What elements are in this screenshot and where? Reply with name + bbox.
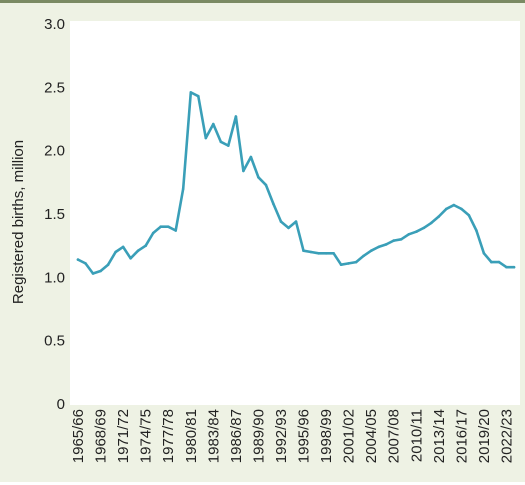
data-point — [294, 220, 298, 223]
x-tick-label: 1974/75 — [138, 409, 155, 463]
data-point — [490, 260, 493, 264]
data-point — [475, 229, 478, 232]
x-tick-label: 2004/05 — [363, 409, 380, 463]
x-tick-label: 1968/69 — [93, 409, 110, 463]
x-tick-label: 1983/84 — [205, 409, 222, 463]
data-point — [144, 244, 147, 247]
data-point — [505, 265, 508, 269]
data-point — [249, 155, 253, 159]
data-point — [264, 183, 268, 187]
data-point — [279, 220, 283, 223]
data-point — [257, 176, 260, 179]
data-point — [151, 231, 155, 235]
data-point — [287, 226, 290, 230]
data-point — [302, 249, 305, 252]
data-point — [460, 207, 463, 211]
x-tick-label: 1980/81 — [183, 409, 200, 463]
data-point — [339, 263, 343, 267]
data-point — [354, 260, 358, 264]
data-point — [430, 221, 433, 225]
data-point — [437, 215, 441, 218]
y-tick-label: 2.0 — [44, 143, 65, 160]
data-point — [181, 187, 185, 190]
data-point — [377, 245, 381, 249]
x-tick-label: 2013/14 — [431, 409, 448, 463]
data-point — [482, 252, 486, 255]
data-point — [76, 258, 80, 261]
y-tick-label: 1.0 — [44, 269, 65, 286]
data-point — [174, 229, 177, 232]
data-point — [219, 140, 223, 144]
data-point — [309, 250, 313, 254]
data-point — [497, 260, 501, 264]
births-line-chart: Registered births, million 3.0 2.5 2.0 1.5 1.… — [10, 16, 516, 463]
data-point — [136, 249, 140, 252]
data-point — [234, 115, 238, 118]
data-point — [204, 136, 208, 140]
data-point — [242, 169, 245, 173]
data-point — [347, 262, 350, 265]
data-point — [317, 252, 320, 255]
data-point — [445, 207, 448, 211]
data-point — [392, 239, 396, 242]
data-point — [114, 250, 117, 254]
data-point — [324, 252, 328, 255]
data-point — [166, 225, 170, 228]
x-tick-label: 2022/23 — [498, 409, 515, 463]
data-point — [212, 122, 215, 126]
x-tick-label: 1989/90 — [250, 409, 267, 463]
data-point — [84, 262, 87, 265]
births-series-line — [76, 91, 516, 275]
data-point — [189, 91, 193, 94]
x-tick-label: 1977/78 — [160, 409, 177, 463]
y-tick-label: 2.5 — [44, 79, 65, 96]
data-point — [415, 230, 418, 233]
y-tick-label: 0.5 — [44, 333, 65, 350]
data-point — [384, 243, 388, 246]
x-tick-label: 2010/11 — [408, 409, 425, 462]
data-point — [227, 144, 230, 147]
data-point — [272, 202, 275, 206]
plot-area — [70, 21, 520, 405]
x-tick-label: 1998/99 — [318, 409, 335, 463]
y-tick-label: 3.0 — [44, 16, 65, 33]
data-point — [399, 238, 403, 241]
data-point — [99, 269, 102, 273]
x-tick-label: 1971/72 — [115, 409, 132, 463]
x-tick-label: 2007/08 — [386, 409, 403, 463]
data-point — [407, 233, 411, 236]
y-tick-label: 1.5 — [44, 206, 65, 223]
data-point — [422, 226, 426, 230]
data-point — [106, 263, 110, 267]
data-point — [512, 265, 516, 269]
data-point — [332, 252, 335, 255]
data-point — [159, 225, 162, 228]
data-point — [362, 254, 366, 258]
data-point — [129, 257, 132, 260]
x-tick-label: 2001/02 — [341, 409, 358, 463]
data-point — [121, 245, 125, 249]
x-tick-label: 1995/96 — [296, 409, 313, 463]
data-point — [467, 214, 471, 217]
data-point — [452, 203, 456, 207]
data-point — [91, 272, 95, 275]
data-point — [369, 249, 373, 252]
y-axis-label: Registered births, million — [10, 140, 27, 304]
x-tick-label: 1986/87 — [228, 409, 245, 463]
x-tick-label: 2019/20 — [476, 409, 493, 463]
x-tick-label: 1965/66 — [70, 409, 87, 463]
y-tick-label: 0 — [57, 396, 65, 413]
x-tick-label: 2016/17 — [453, 409, 470, 463]
data-point — [197, 94, 200, 98]
x-tick-label: 1992/93 — [273, 409, 290, 463]
